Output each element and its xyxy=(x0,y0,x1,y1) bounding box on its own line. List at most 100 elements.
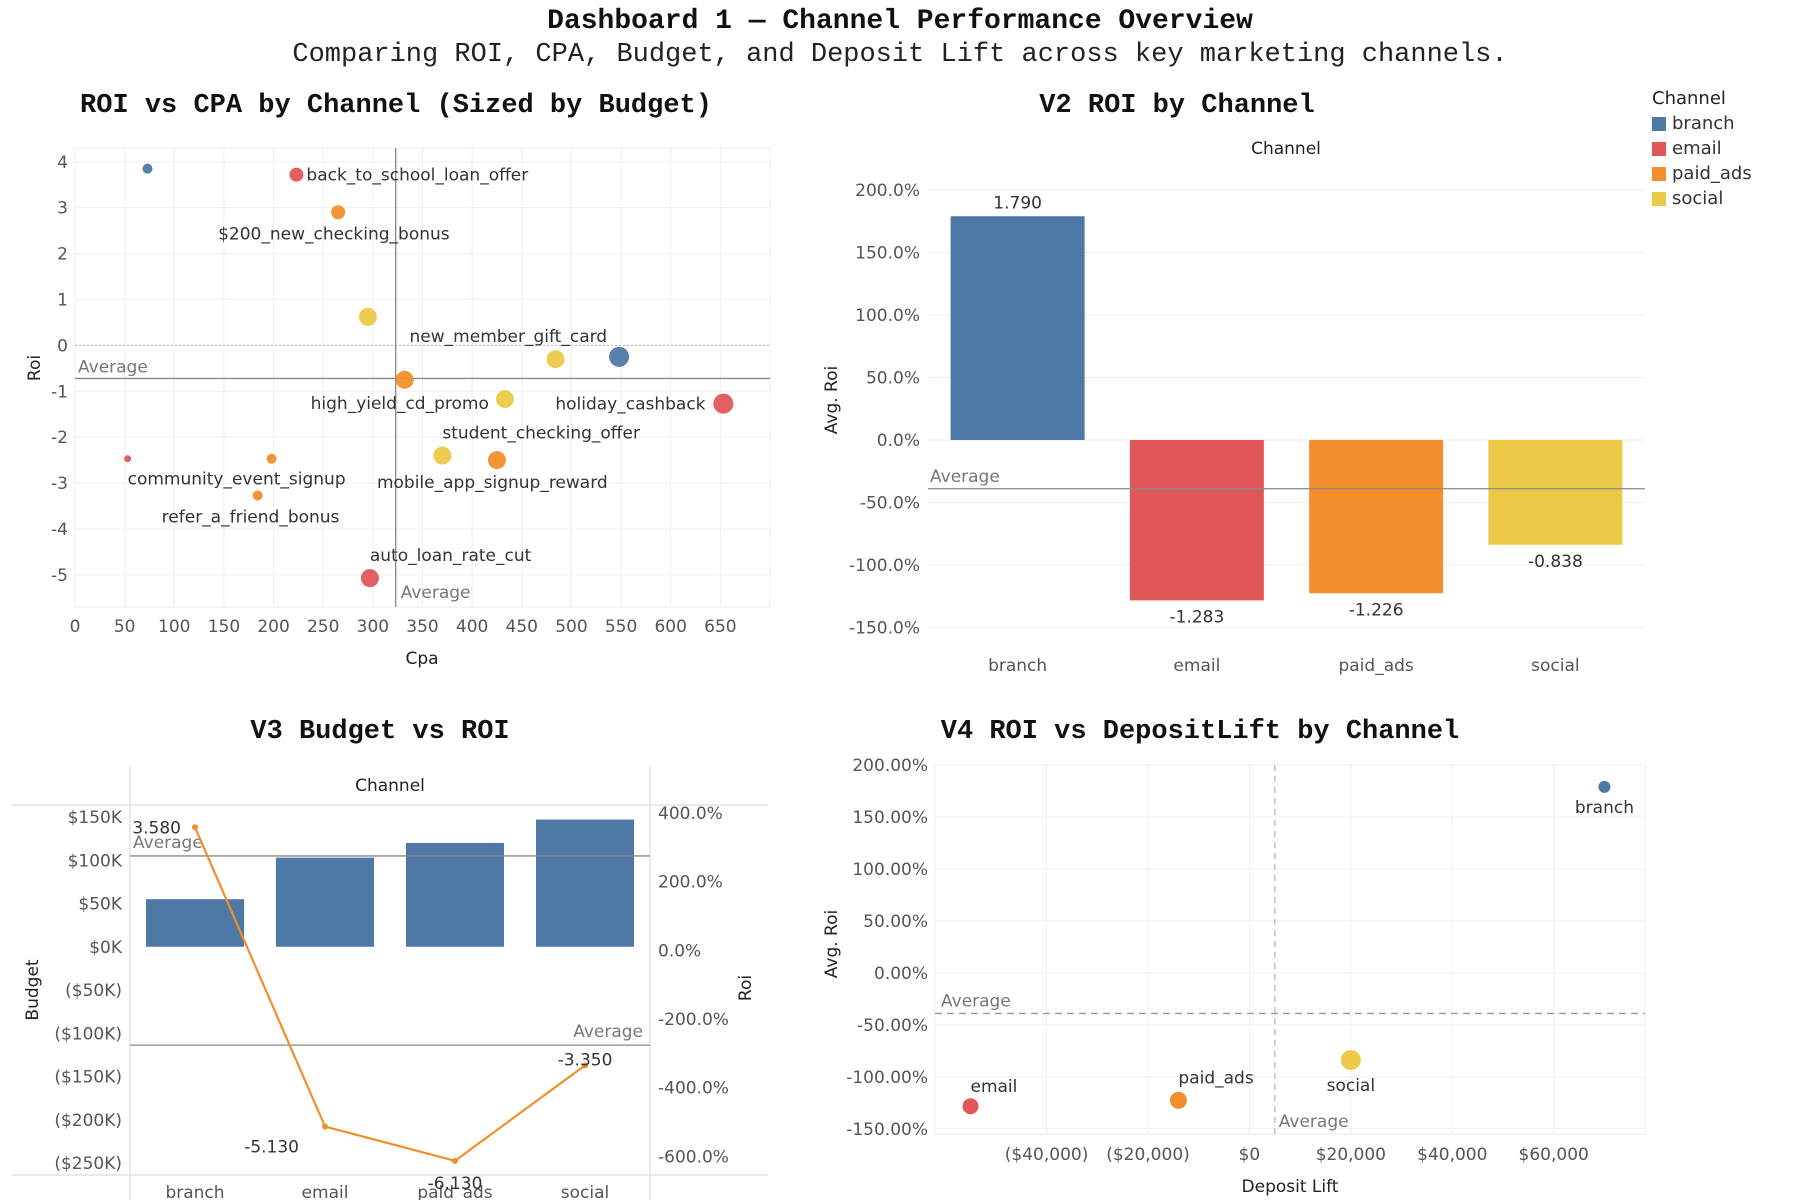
legend-item-email[interactable]: email xyxy=(1652,136,1752,161)
budget-vs-roi-title: V3 Budget vs ROI xyxy=(250,717,509,747)
bar-value-label: -0.838 xyxy=(1528,552,1583,572)
left-tick-label: ($50K) xyxy=(65,981,122,1001)
y-tick-label: -150.0% xyxy=(849,619,920,639)
left-tick-label: ($250K) xyxy=(54,1154,122,1174)
data-point-label: mobile_app_signup_reward xyxy=(377,473,608,493)
roi-vs-cpa-title: ROI vs CPA by Channel (Sized by Budget) xyxy=(80,91,712,121)
y-tick-label: -50.0% xyxy=(860,494,920,514)
data-point-social xyxy=(433,446,452,465)
x-tick-label: 400 xyxy=(456,617,488,637)
data-point-paid_ads xyxy=(487,451,506,470)
column-header: Channel xyxy=(355,776,425,796)
legend-label-paid-ads: paid_ads xyxy=(1672,163,1752,184)
budget-vs-roi-panel: V3 Budget vs ROI Channel $150K $100K $50K $0… xyxy=(12,717,768,1200)
data-point-paid_ads xyxy=(331,205,346,220)
right-tick-label: 400.0% xyxy=(658,804,723,824)
x-tick-label: 650 xyxy=(704,617,736,637)
y-tick-label: -150.00% xyxy=(846,1120,928,1140)
roi-by-channel-title: V2 ROI by Channel xyxy=(1039,91,1314,121)
roi-average-label: Average xyxy=(78,357,148,377)
x-tick-label: ($20,000) xyxy=(1106,1145,1190,1165)
y-tick-label: 150.00% xyxy=(852,808,928,828)
data-point-email xyxy=(360,569,379,588)
roi-point xyxy=(452,1157,458,1164)
data-point-branch xyxy=(609,346,630,367)
y-tick-label: 200.00% xyxy=(852,756,928,776)
left-tick-label: $100K xyxy=(68,851,123,871)
roi-point xyxy=(582,1062,588,1069)
y-tick-label: -3 xyxy=(51,474,68,494)
y-tick-label: -100.00% xyxy=(846,1068,928,1088)
roi-line xyxy=(193,826,586,1163)
x-tick-label: social xyxy=(1531,656,1579,676)
data-point-label: branch xyxy=(1575,798,1634,818)
data-point-social xyxy=(546,350,565,369)
y-axis-title: Avg. Roi xyxy=(822,910,842,978)
x-tick-label: 300 xyxy=(357,617,389,637)
data-point-label: paid_ads xyxy=(1178,1068,1253,1088)
y-tick-label: 150.0% xyxy=(855,244,920,264)
roi-value-label: -5.130 xyxy=(244,1138,299,1158)
bar-paid_ads xyxy=(1309,440,1444,594)
data-point-paid_ads xyxy=(395,370,414,389)
roi-average-label: Average xyxy=(573,1022,643,1042)
x-tick-label: 550 xyxy=(605,617,637,637)
x-tick-label: 150 xyxy=(208,617,240,637)
x-tick-label: branch xyxy=(165,1183,224,1200)
legend-label-email: email xyxy=(1672,138,1722,159)
data-point-branch xyxy=(142,163,153,174)
data-point-social xyxy=(1340,1049,1361,1070)
y-tick-label: -50.00% xyxy=(857,1016,928,1036)
x-tick-label: 450 xyxy=(506,617,538,637)
x-tick-label: $60,000 xyxy=(1519,1145,1589,1165)
y-tick-label: -4 xyxy=(51,520,68,540)
y-tick-label: -5 xyxy=(51,566,68,586)
y-tick-label: 50.00% xyxy=(863,912,928,932)
y-tick-label: 0 xyxy=(57,336,68,356)
right-axis-title: Roi xyxy=(736,975,756,1001)
legend-item-paid-ads[interactable]: paid_ads xyxy=(1652,161,1752,186)
x-tick-label: paid_ads xyxy=(417,1183,492,1200)
bar-social xyxy=(1488,440,1623,545)
legend-label-branch: branch xyxy=(1672,113,1735,134)
x-tick-label: $40,000 xyxy=(1417,1145,1487,1165)
legend-item-branch[interactable]: branch xyxy=(1652,111,1752,136)
data-point-label: new_member_gift_card xyxy=(410,327,608,347)
left-tick-label: $150K xyxy=(68,808,123,828)
legend-item-social[interactable]: social xyxy=(1652,186,1752,211)
bar-value-label: -1.226 xyxy=(1349,600,1404,620)
x-tick-label: 350 xyxy=(406,617,438,637)
roi-vs-depositlift-title: V4 ROI vs DepositLift by Channel xyxy=(941,717,1459,747)
y-tick-label: 2 xyxy=(57,245,68,265)
plot-area xyxy=(934,764,1646,1135)
data-point-label: holiday_cashback xyxy=(555,395,705,415)
y-average-label: Average xyxy=(941,991,1011,1011)
budget-bar-social xyxy=(536,819,634,947)
bar-value-label: 1.790 xyxy=(993,193,1042,213)
budget-average-label: Average xyxy=(133,833,203,853)
dashboard-subtitle: Comparing ROI, CPA, Budget, and Deposit … xyxy=(292,40,1508,70)
bar-value-label: -1.283 xyxy=(1169,607,1224,627)
x-tick-label: $20,000 xyxy=(1316,1145,1386,1165)
data-point-email xyxy=(713,393,734,414)
legend-swatch-paid-ads xyxy=(1652,166,1666,181)
left-tick-label: $50K xyxy=(78,895,122,915)
y-tick-label: 0.0% xyxy=(877,431,920,451)
data-point-paid_ads xyxy=(252,490,263,501)
data-point-label: back_to_school_loan_offer xyxy=(306,166,528,186)
x-tick-label: ($40,000) xyxy=(1005,1145,1089,1165)
x-tick-label: email xyxy=(1173,656,1220,676)
x-tick-label: 50 xyxy=(114,617,136,637)
data-point-branch xyxy=(1598,780,1611,793)
legend-swatch-email xyxy=(1652,141,1666,156)
data-point-label: auto_loan_rate_cut xyxy=(370,546,532,566)
right-tick-label: -200.0% xyxy=(658,1010,729,1030)
x-tick-label: paid_ads xyxy=(1338,656,1413,676)
data-point-social xyxy=(495,390,514,409)
y-tick-label: 0.00% xyxy=(874,964,928,984)
data-point-social xyxy=(358,307,377,326)
y-tick-label: 3 xyxy=(57,199,68,219)
channel-legend: Channel branch email paid_ads social xyxy=(1652,88,1752,211)
x-tick-label: branch xyxy=(988,656,1047,676)
